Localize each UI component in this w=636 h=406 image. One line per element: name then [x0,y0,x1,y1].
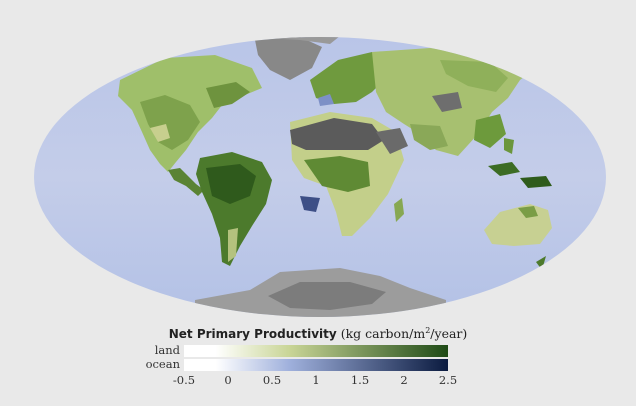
legend-tick: 1.5 [350,373,370,387]
legend-tick: 1 [312,373,320,387]
legend-title: Net Primary Productivity (kg carbon/m2/y… [0,326,636,341]
europe [310,52,392,104]
legend-tick: -0.5 [172,373,196,387]
ocean-colorbar [184,359,448,371]
land-colorbar [184,345,448,357]
legend-tick: 0 [224,373,232,387]
sahara [290,118,384,150]
legend-tick: 0.5 [262,373,282,387]
legend-tick: 2 [400,373,408,387]
legend-tick: 2.5 [438,373,458,387]
legend-units: (kg carbon/m2/year) [340,326,468,342]
greenland [255,37,322,80]
legend-title-main: Net Primary Productivity [168,327,337,342]
legend-row-land: land [154,343,180,357]
legend-row-ocean: ocean [145,357,180,371]
